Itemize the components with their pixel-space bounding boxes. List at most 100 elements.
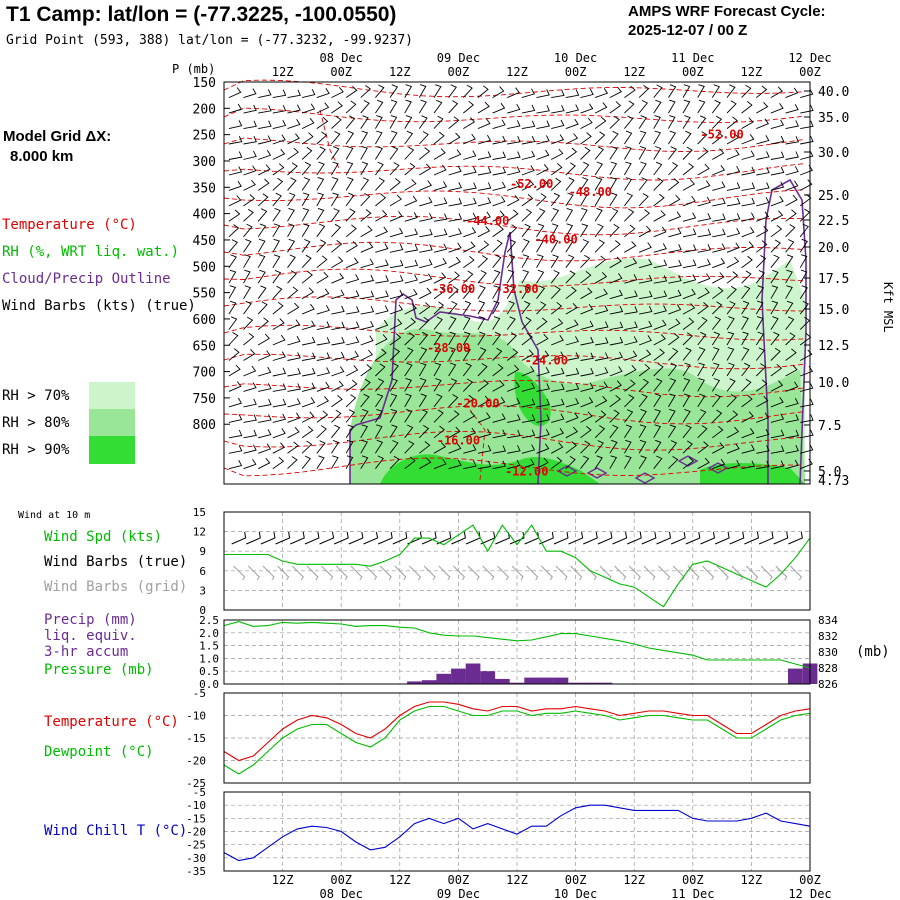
legend-pressure: Pressure (mb) [44,662,154,678]
wind-barb [375,177,385,191]
wind-barb [580,304,594,315]
wind-barb [682,362,691,377]
wind-barb [712,286,724,300]
wind-chill-panel: -5-10-15-20-25-30-35 [186,786,811,878]
wind-barb [243,165,257,176]
wind-barb [712,243,726,253]
wind-barb [506,300,515,315]
wind-barb [609,115,620,129]
wind-tick-label: 6 [199,565,206,578]
wind-barb [463,150,477,160]
wind-barb [741,411,754,423]
wind-barb [697,147,709,160]
wind-barb [418,115,428,129]
wind-barb [624,394,635,408]
wind-barb [375,161,384,176]
wind-barb [507,429,521,439]
wind-barb [770,269,779,284]
wind-barb [404,424,414,439]
wind-barb [419,244,433,253]
wind-barb [404,259,419,269]
wind-barb [697,163,710,176]
wind-barb [521,285,530,299]
wind-barb [565,254,575,268]
wind-barb [726,256,740,269]
wind-barb [316,223,326,238]
precip-bar [568,682,583,684]
pressure-tick-label: 832 [818,630,838,643]
wind-barb [697,131,708,145]
wind-barb [272,285,283,300]
isotherm-label: -20.00 [456,397,499,411]
wind-barb [228,381,242,392]
wind-barb [419,180,433,191]
wind-barb [375,305,389,315]
wind-barb [462,300,472,315]
wind-barb [257,208,268,222]
wind-barb [243,429,257,439]
wind-barb [653,146,662,160]
wind-barb [228,285,237,299]
wind-barb [404,212,418,222]
wind-barb [448,347,456,361]
pressure-tick-label: 300 [193,155,216,170]
wind-barb [492,429,506,439]
wind-barb [389,99,398,114]
wind-barb [550,254,559,268]
wind-barb [463,197,477,207]
wind-barb [301,287,315,300]
wind-barb [316,304,330,315]
wind-barb [301,303,315,315]
pressure-tick-label: 500 [193,260,216,275]
legend-rh80-label: RH > 80% [2,415,70,431]
wind-barb [389,130,398,145]
wind-barb [741,117,754,129]
wind-barb [228,429,243,439]
wind-barb [463,241,476,253]
wind-barb [492,363,504,377]
wind-barb [624,257,638,269]
wind-barb [785,87,799,99]
wind-barb [638,99,649,114]
wind-barb [477,101,490,114]
wind-barb [653,334,666,346]
wind-barb [653,378,663,392]
legend-wind-chill: Wind Chill T (°C) [44,823,188,839]
grid-wind-barb [335,565,348,581]
wind-barb [404,347,414,361]
isotherm-label: -44.00 [466,214,509,228]
wind-barb [345,192,355,207]
true-wind-barb [788,531,803,545]
wind-barb [624,241,637,253]
wind-barb [272,89,287,99]
wind-barb [243,150,257,160]
wind-barb [800,88,814,99]
wind-barb [682,408,691,423]
height-tick-label: 4.73 [818,474,849,489]
wind-barb [375,319,389,331]
grid-wind-barb [262,565,275,581]
isotherm-label: -16.00 [437,434,480,448]
precip-tick-label: 0.0 [199,678,219,691]
wind-barb [609,424,619,439]
station-title: T1 Camp: lat/lon = (-77.3225, -100.0550) [6,3,397,26]
grid-wind-barb [628,565,641,581]
wind-barb [331,146,340,160]
wind-barb [536,333,549,346]
wind-barb [433,243,448,253]
model-grid-value: 8.000 km [10,148,74,165]
wind-barb [433,378,442,392]
pressure-line [223,621,811,669]
wind-barb [785,120,799,130]
wind-barb [668,178,680,191]
wind-barb [594,305,609,315]
wind-barb [521,332,533,346]
wind-barb [243,285,252,299]
bottom-date-label: 10 Dec [554,887,597,900]
wind-barb [594,176,603,191]
wind-barb [243,104,257,114]
wind-barb [800,382,814,392]
wind-barb [800,165,814,176]
wind-barb [316,255,328,269]
